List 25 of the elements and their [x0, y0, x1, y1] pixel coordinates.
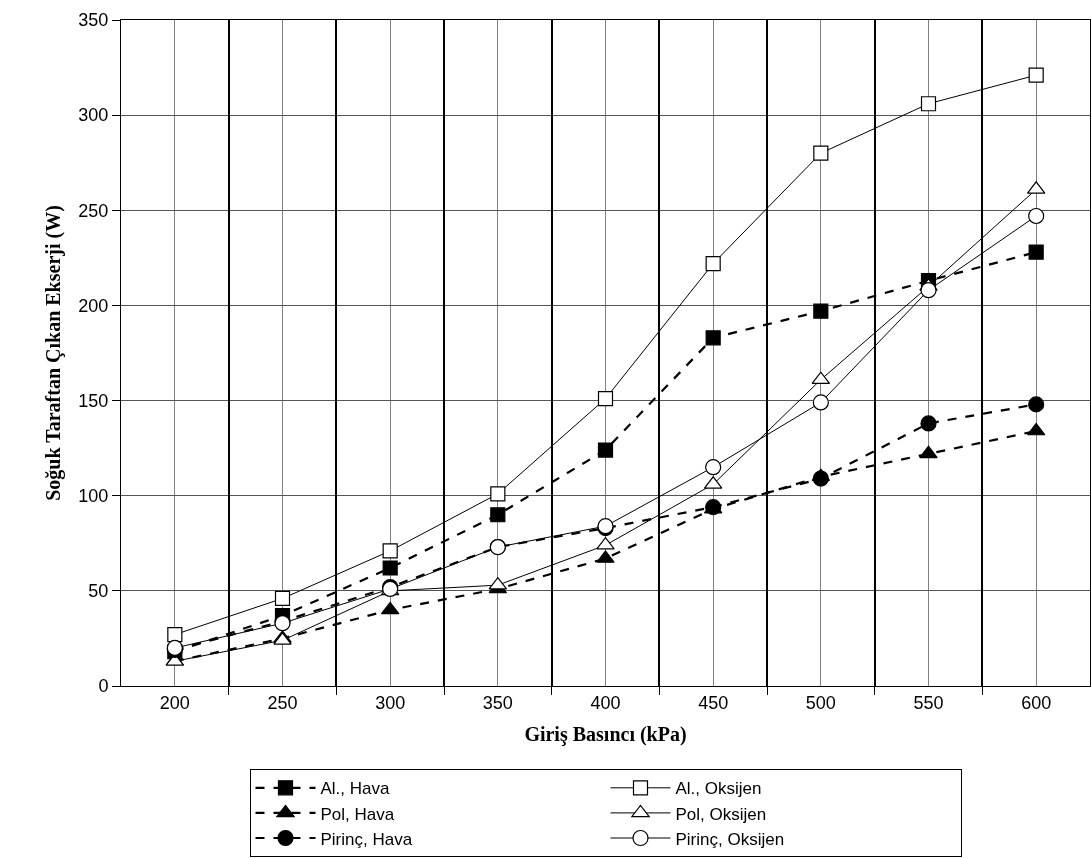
y-tick-label: 150	[78, 390, 109, 411]
y-tick-label: 50	[88, 581, 109, 602]
legend-label: Pirinç, Oksijen	[675, 829, 785, 849]
x-tick-label: 550	[913, 692, 944, 713]
x-tick-label: 300	[375, 692, 406, 713]
y-axis-title: Soğuk Taraftan Çıkan Ekserji (W)	[41, 205, 65, 501]
y-tick-label: 200	[78, 295, 109, 316]
x-tick-label: 400	[590, 692, 621, 713]
x-axis-title: Giriş Basıncı (kPa)	[524, 723, 687, 747]
legend-label: Pirinç, Hava	[320, 829, 413, 849]
x-tick-label: 250	[267, 692, 298, 713]
y-tick-label: 300	[78, 105, 109, 126]
legend-label: Al., Hava	[320, 779, 391, 799]
x-tick-label: 350	[482, 692, 513, 713]
y-tick-label: 0	[98, 676, 109, 697]
legend-label: Pol, Hava	[320, 804, 395, 824]
x-tick-label: 200	[159, 692, 190, 713]
y-tick-label: 250	[78, 200, 109, 221]
y-tick-label: 350	[78, 10, 109, 31]
legend-label: Al., Oksijen	[675, 779, 762, 799]
x-tick-label: 500	[805, 692, 836, 713]
legend-label: Pol, Oksijen	[675, 804, 767, 824]
x-tick-label: 450	[698, 692, 729, 713]
y-tick-label: 100	[78, 486, 109, 507]
x-tick-label: 600	[1021, 692, 1052, 713]
